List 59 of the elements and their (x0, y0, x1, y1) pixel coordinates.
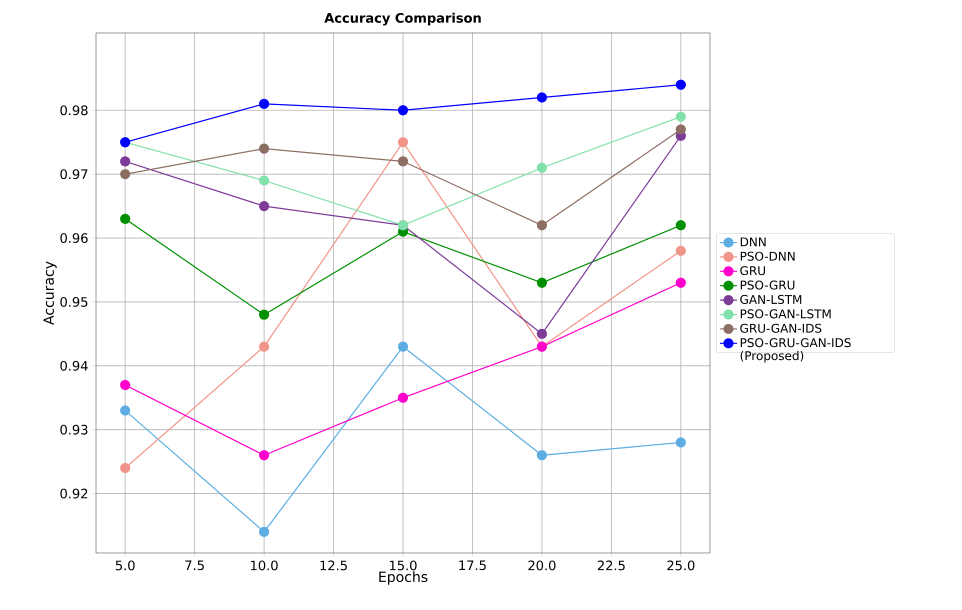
legend-label: PSO-DNN (740, 252, 795, 261)
point (258, 310, 270, 320)
x-tick-label: 25.0 (667, 560, 694, 570)
x-tick-label: 12.5 (320, 560, 347, 570)
point (120, 214, 130, 224)
point (536, 278, 548, 288)
point (398, 156, 408, 166)
legend-label: GRU (740, 266, 765, 276)
point (120, 405, 130, 416)
point (258, 98, 270, 109)
point (398, 105, 408, 116)
point (120, 462, 130, 474)
y-tick-label: 0.95 (60, 297, 88, 307)
point (258, 201, 270, 212)
x-axis-title: Epochs (379, 571, 428, 585)
legend-label: GRU-GAN-IDS (740, 324, 822, 333)
y-tick-label: 0.98 (60, 105, 88, 116)
y-tick-label: 0.96 (60, 233, 88, 243)
y-axis-title: Accuracy (44, 261, 57, 325)
point (676, 80, 686, 90)
x-tick-label: 20.0 (528, 560, 556, 570)
x-tick-label: 7.5 (185, 560, 204, 570)
x-tick-label: 17.5 (459, 560, 486, 570)
point (676, 220, 686, 230)
point (258, 526, 270, 538)
point (536, 92, 548, 103)
point (258, 144, 270, 154)
legend-label: PSO-GRU (740, 280, 794, 290)
point (398, 137, 408, 148)
legend-label: DNN (740, 237, 766, 246)
point (258, 175, 270, 186)
y-tick-label: 0.97 (60, 169, 88, 180)
x-tick-label: 15.0 (390, 560, 417, 570)
point (536, 450, 548, 460)
y-tick-label: 0.92 (60, 488, 88, 498)
point (258, 342, 270, 352)
x-tick-label: 22.5 (598, 560, 625, 570)
point (536, 328, 548, 339)
y-tick-label: 0.93 (60, 424, 88, 435)
x-tick-label: 10.0 (251, 560, 278, 570)
point (536, 220, 548, 230)
legend-label: PSO-GRU-GAN-IDS (Proposed) (740, 338, 851, 363)
point (676, 278, 686, 288)
chart-title: Accuracy Comparison (324, 12, 481, 26)
point (676, 246, 686, 256)
point (120, 156, 130, 166)
point (398, 342, 408, 352)
point (120, 169, 130, 180)
point (676, 124, 686, 135)
y-tick-label: 0.94 (60, 360, 88, 371)
legend-label: PSO-GAN-LSTM (740, 309, 831, 318)
point (536, 162, 548, 173)
point (120, 380, 130, 390)
x-tick-label: 5.0 (116, 560, 135, 570)
point (398, 392, 408, 403)
point (258, 450, 270, 460)
point (676, 437, 686, 448)
legend-label: GAN-LSTM (740, 294, 802, 304)
point (676, 112, 686, 122)
